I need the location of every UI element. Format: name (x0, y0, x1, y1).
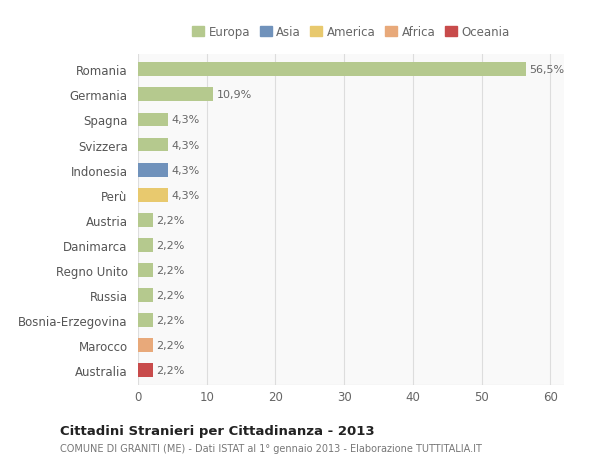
Bar (138, 213, 153, 227)
Bar (138, 364, 153, 377)
Bar (138, 263, 153, 277)
Bar (138, 188, 167, 202)
Text: 4,3%: 4,3% (171, 190, 199, 200)
Text: 4,3%: 4,3% (171, 165, 199, 175)
Text: 2,2%: 2,2% (157, 341, 185, 351)
Bar (138, 313, 153, 327)
Text: 2,2%: 2,2% (157, 291, 185, 301)
Text: 2,2%: 2,2% (157, 315, 185, 325)
Text: Cittadini Stranieri per Cittadinanza - 2013: Cittadini Stranieri per Cittadinanza - 2… (60, 424, 374, 437)
Text: 2,2%: 2,2% (157, 241, 185, 250)
Bar (138, 163, 167, 177)
Bar (138, 63, 526, 77)
Bar (138, 339, 153, 353)
Bar (138, 239, 153, 252)
Text: COMUNE DI GRANITI (ME) - Dati ISTAT al 1° gennaio 2013 - Elaborazione TUTTITALIA: COMUNE DI GRANITI (ME) - Dati ISTAT al 1… (60, 443, 482, 453)
Text: 4,3%: 4,3% (171, 140, 199, 150)
Text: 2,2%: 2,2% (157, 265, 185, 275)
Text: 4,3%: 4,3% (171, 115, 199, 125)
Bar (138, 88, 213, 102)
Text: 2,2%: 2,2% (157, 215, 185, 225)
Bar (138, 113, 167, 127)
Text: 56,5%: 56,5% (530, 65, 565, 75)
Bar (138, 289, 153, 302)
Legend: Europa, Asia, America, Africa, Oceania: Europa, Asia, America, Africa, Oceania (188, 21, 514, 44)
Text: 2,2%: 2,2% (157, 365, 185, 375)
Text: 10,9%: 10,9% (217, 90, 251, 100)
Bar (138, 138, 167, 152)
